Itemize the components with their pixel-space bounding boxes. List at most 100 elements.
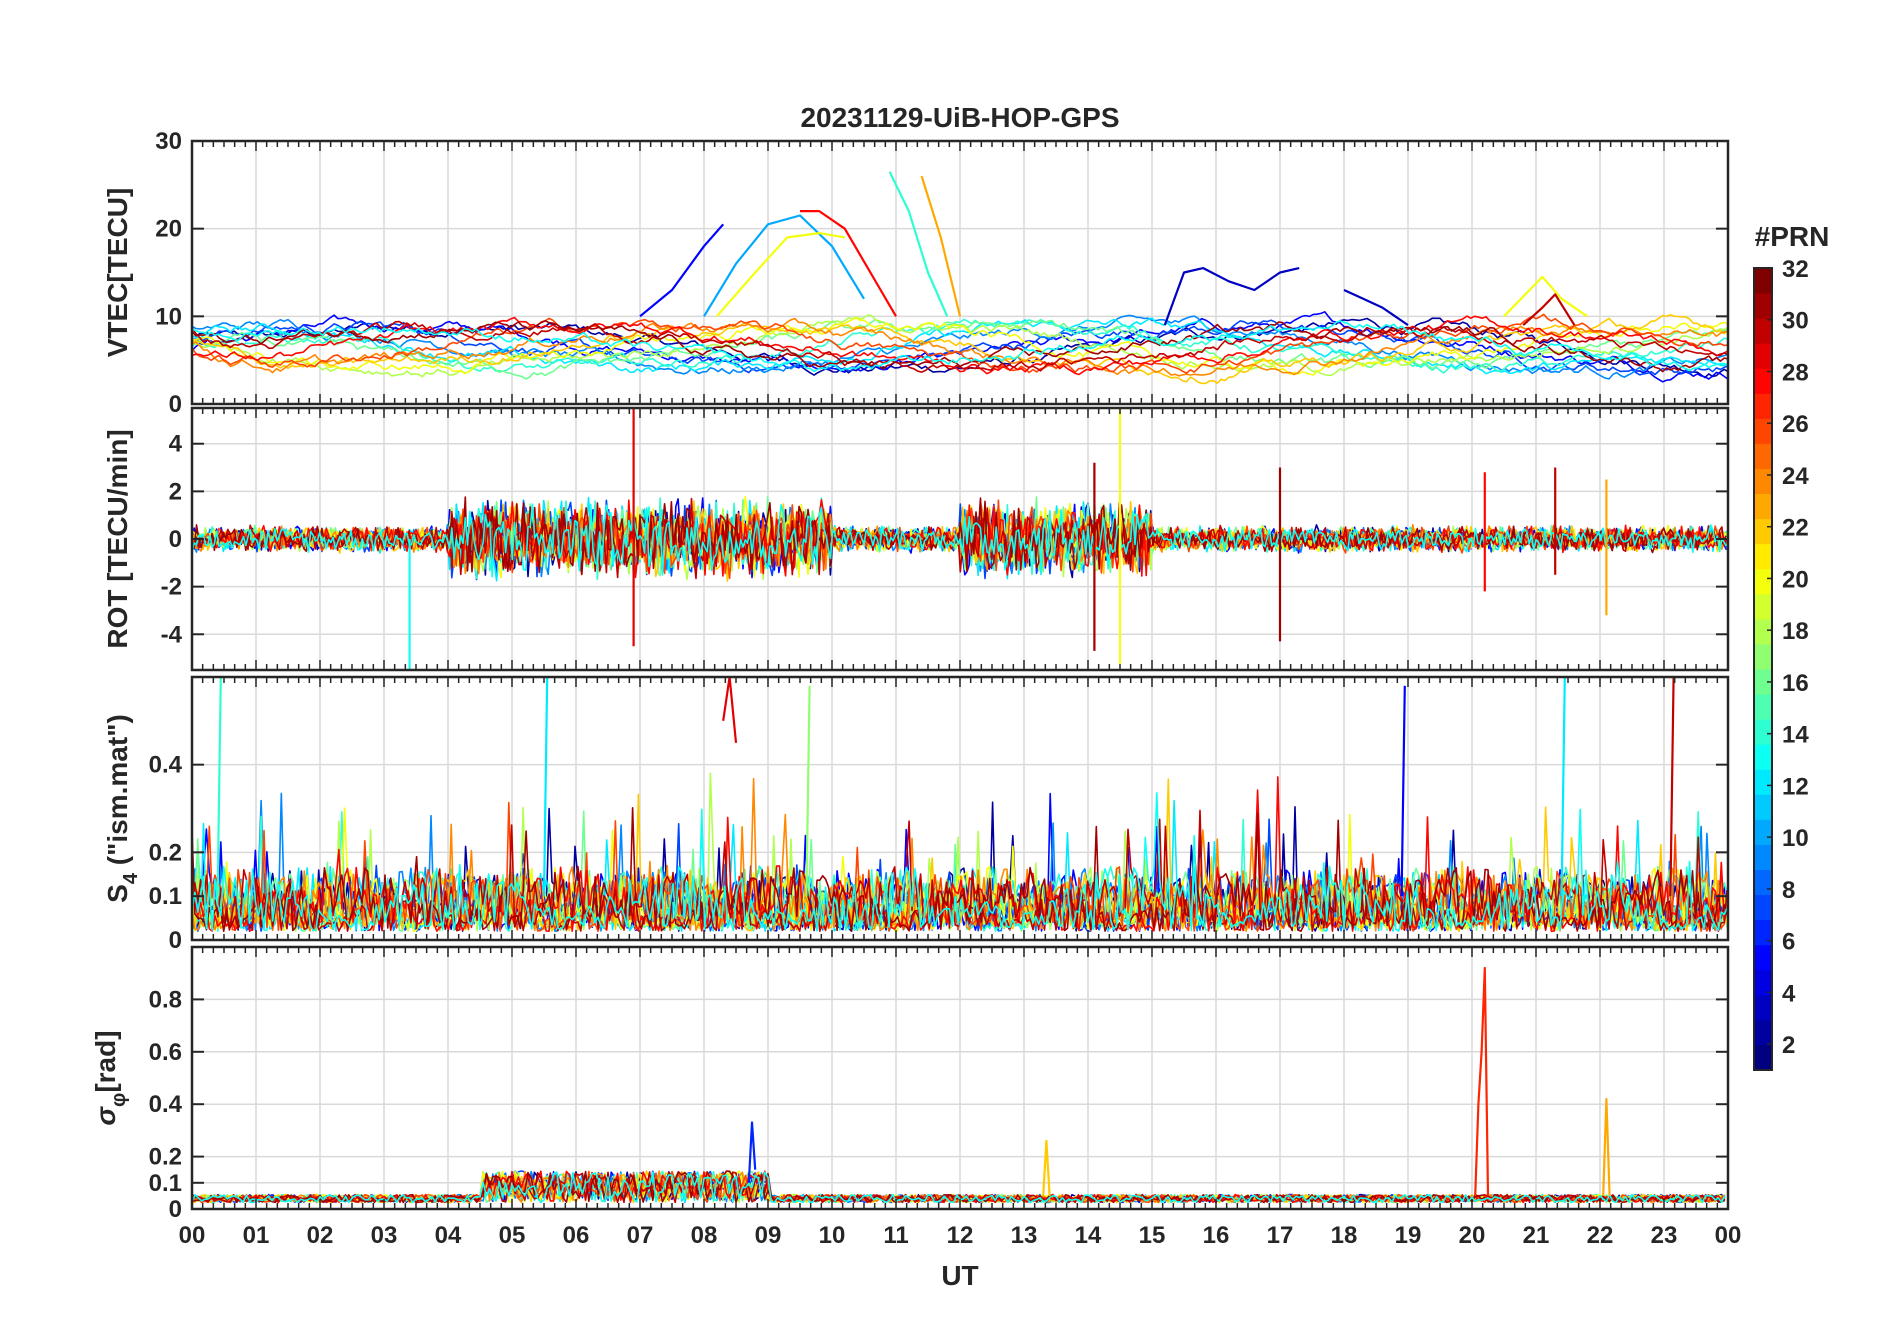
colorbar-segment — [1754, 593, 1772, 620]
series-line-prn-29 — [722, 677, 738, 743]
background-trace-prn-13 — [192, 1171, 1726, 1204]
y-tick-label: 0.2 — [149, 1144, 182, 1171]
panel-1: 0 10 20 30 VTEC[TECU] — [102, 128, 1730, 418]
y-axis-label: VTEC[TECU] — [102, 188, 133, 358]
x-tick-label: 00 — [179, 1222, 206, 1249]
series-line-prn-3 — [1163, 267, 1300, 326]
colorbar-tick-label: 20 — [1782, 566, 1809, 593]
background-trace-prn-5 — [192, 311, 1728, 383]
series-line-prn-12 — [1560, 677, 1566, 897]
colorbar-segment — [1754, 418, 1772, 444]
colorbar-segment — [1754, 669, 1772, 695]
colorbar-segment — [1754, 568, 1772, 595]
x-tick-label: 19 — [1395, 1222, 1422, 1249]
colorbar-segment — [1754, 1044, 1772, 1071]
series-line-prn-20 — [1503, 275, 1588, 318]
panel-4: 00.10.2 0.4 0.6 0.8 σφ[rad] — [90, 945, 1730, 1223]
y-tick-label: 0 — [169, 526, 182, 553]
y-tick-label: 0.2 — [149, 839, 182, 866]
colorbar-segment — [1754, 518, 1772, 545]
background-trace-prn-13 — [192, 792, 1728, 932]
colorbar-segment — [1754, 919, 1772, 946]
series-line-prn-10 — [703, 214, 865, 317]
panel-3: 0 0.1 0.2 0.4 S4 ("ism.mat") — [102, 675, 1730, 954]
colorbar-segment — [1754, 618, 1772, 645]
x-tick-label: 13 — [1011, 1222, 1038, 1249]
background-trace-prn-30 — [192, 1171, 1726, 1204]
colorbar-segment — [1754, 443, 1772, 469]
x-tick-label: 04 — [435, 1222, 462, 1249]
colorbar-segment — [1754, 894, 1772, 921]
x-tick-label: 18 — [1331, 1222, 1358, 1249]
colorbar-tick-label: 32 — [1782, 256, 1809, 283]
series-line-prn-12 — [542, 677, 549, 897]
series-line-prn-5 — [1400, 685, 1406, 897]
y-axis-label-main: σ — [90, 1106, 121, 1126]
x-tick-label: 21 — [1523, 1222, 1550, 1249]
colorbar-segment — [1754, 694, 1772, 720]
colorbar-segment — [1754, 944, 1772, 971]
y-tick-label: 4 — [169, 431, 183, 458]
y-axis-label: S4 ("ism.mat") — [102, 714, 142, 903]
plot-area — [192, 966, 1726, 1204]
y-tick-label: 0.6 — [149, 1039, 182, 1066]
colorbar-frame — [1753, 267, 1773, 1071]
colorbar-segment — [1754, 794, 1772, 820]
colorbar-tick-label: 6 — [1782, 929, 1795, 956]
colorbar-tick-label: 16 — [1782, 670, 1809, 697]
x-tick-label: 15 — [1139, 1222, 1166, 1249]
y-tick-label: 0 — [169, 927, 182, 954]
colorbar-segment — [1754, 318, 1772, 344]
plot-area — [192, 408, 1728, 670]
background-trace-prn-30 — [192, 497, 1728, 580]
x-tick-label: 03 — [371, 1222, 398, 1249]
series-line-prn-30 — [1669, 677, 1675, 897]
y-tick-label: 2 — [169, 478, 182, 505]
y-tick-label: 0.4 — [149, 1091, 183, 1118]
background-trace-prn-22 — [192, 313, 1728, 385]
background-trace-prn-13 — [192, 503, 1728, 578]
series-line-prn-30 — [1522, 293, 1576, 326]
colorbar-segment — [1754, 1019, 1772, 1046]
background-trace-prn-31 — [192, 320, 1728, 373]
x-tick-label: 08 — [691, 1222, 718, 1249]
colorbar-tick-label: 22 — [1782, 515, 1809, 542]
series-line-prn-17 — [805, 685, 811, 897]
colorbar-tick-label: 24 — [1782, 463, 1809, 490]
background-trace-prn-20 — [192, 317, 1728, 376]
series-line-prn-14 — [216, 677, 222, 897]
colorbar-segment — [1754, 744, 1772, 770]
colorbar-segment — [1754, 719, 1772, 745]
background-trace-prn-28 — [192, 776, 1728, 932]
series-line-prn-23 — [1602, 1097, 1611, 1196]
x-tick-label: 02 — [307, 1222, 334, 1249]
colorbar-tick-label: 2 — [1782, 1032, 1795, 1059]
x-axis-label: UT — [941, 1260, 978, 1291]
plot-area — [192, 677, 1728, 932]
colorbar-segment — [1754, 368, 1772, 394]
y-axis-label-sub: 4 — [120, 872, 142, 884]
background-trace-prn-31 — [192, 807, 1728, 932]
background-trace-prn-14 — [192, 318, 1728, 374]
colorbar-tick-label: 18 — [1782, 618, 1809, 645]
series-line-prn-3 — [1343, 289, 1409, 327]
colorbar-tick-label: 28 — [1782, 359, 1809, 386]
plot-area — [192, 171, 1728, 385]
colorbar-label: #PRN — [1755, 221, 1830, 252]
colorbar-segment — [1754, 844, 1772, 870]
background-trace-prn-26 — [192, 313, 1728, 374]
y-tick-label: -4 — [161, 621, 183, 648]
colorbar-segment — [1754, 969, 1772, 996]
y-tick-label: -2 — [161, 574, 182, 601]
series-line-prn-5 — [639, 223, 725, 318]
y-axis-label-sub: φ — [108, 1093, 130, 1107]
series-line-prn-22 — [1042, 1139, 1051, 1196]
series-line-prn-23 — [920, 175, 962, 317]
series-line-prn-20 — [715, 232, 845, 318]
colorbar-tick-label: 30 — [1782, 308, 1809, 335]
x-tick-label: 12 — [947, 1222, 974, 1249]
y-tick-label: 0 — [169, 1196, 182, 1223]
colorbar-segment — [1754, 468, 1772, 495]
x-tick-label: 11 — [883, 1222, 908, 1249]
